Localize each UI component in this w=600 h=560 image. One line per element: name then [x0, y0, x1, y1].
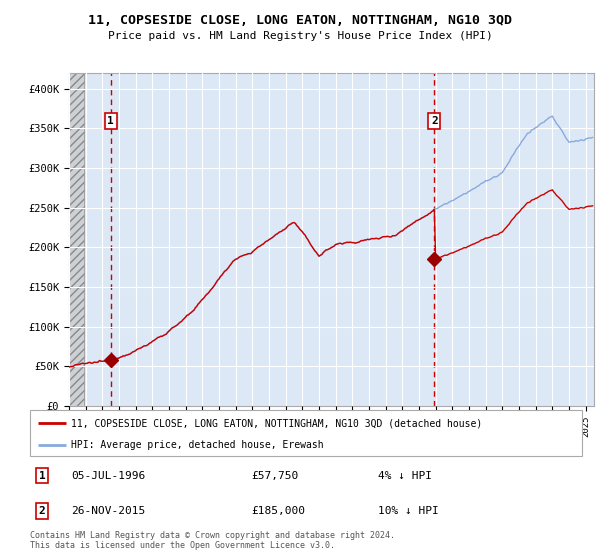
Text: 05-JUL-1996: 05-JUL-1996 — [71, 470, 146, 480]
Text: 2: 2 — [431, 116, 438, 126]
Text: 11, COPSESIDE CLOSE, LONG EATON, NOTTINGHAM, NG10 3QD (detached house): 11, COPSESIDE CLOSE, LONG EATON, NOTTING… — [71, 418, 482, 428]
Text: 2: 2 — [39, 506, 46, 516]
Text: 1: 1 — [107, 116, 114, 126]
Text: 11, COPSESIDE CLOSE, LONG EATON, NOTTINGHAM, NG10 3QD: 11, COPSESIDE CLOSE, LONG EATON, NOTTING… — [88, 14, 512, 27]
FancyBboxPatch shape — [30, 410, 582, 456]
Text: 10% ↓ HPI: 10% ↓ HPI — [378, 506, 439, 516]
Text: £57,750: £57,750 — [251, 470, 298, 480]
Text: 1: 1 — [39, 470, 46, 480]
Text: 26-NOV-2015: 26-NOV-2015 — [71, 506, 146, 516]
Text: Price paid vs. HM Land Registry's House Price Index (HPI): Price paid vs. HM Land Registry's House … — [107, 31, 493, 41]
Text: Contains HM Land Registry data © Crown copyright and database right 2024.
This d: Contains HM Land Registry data © Crown c… — [30, 531, 395, 550]
Text: HPI: Average price, detached house, Erewash: HPI: Average price, detached house, Erew… — [71, 440, 324, 450]
Text: £185,000: £185,000 — [251, 506, 305, 516]
Text: 4% ↓ HPI: 4% ↓ HPI — [378, 470, 432, 480]
